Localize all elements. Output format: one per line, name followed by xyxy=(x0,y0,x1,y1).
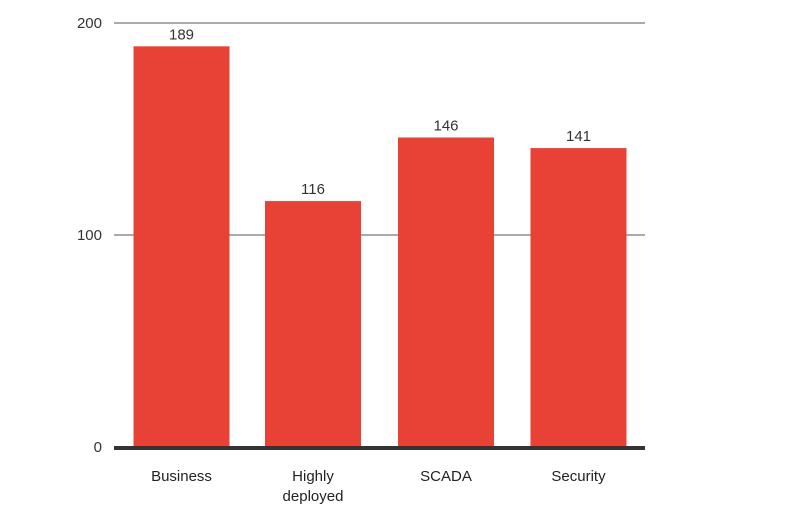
bar xyxy=(530,148,627,447)
y-tick-label: 100 xyxy=(77,227,102,244)
data-labels: 189 116 146 141 xyxy=(169,26,591,198)
data-label: 141 xyxy=(566,128,591,145)
bar xyxy=(265,201,361,447)
y-tick-label: 200 xyxy=(77,15,102,32)
y-tick-label: 0 xyxy=(94,439,102,456)
x-axis-labels: Business Highly deployed SCADA Security xyxy=(151,468,606,505)
data-label: 146 xyxy=(433,117,458,134)
y-axis-ticks: 0 100 200 xyxy=(77,15,102,456)
bar xyxy=(133,46,230,447)
bars xyxy=(133,46,627,448)
bar xyxy=(398,137,494,448)
data-label: 189 xyxy=(169,26,194,43)
data-label: 116 xyxy=(301,181,325,198)
x-tick-label: Business xyxy=(151,468,212,485)
x-tick-label: Security xyxy=(551,468,606,485)
x-tick-label: Highly deployed xyxy=(283,468,344,505)
x-tick-label: SCADA xyxy=(420,468,472,485)
